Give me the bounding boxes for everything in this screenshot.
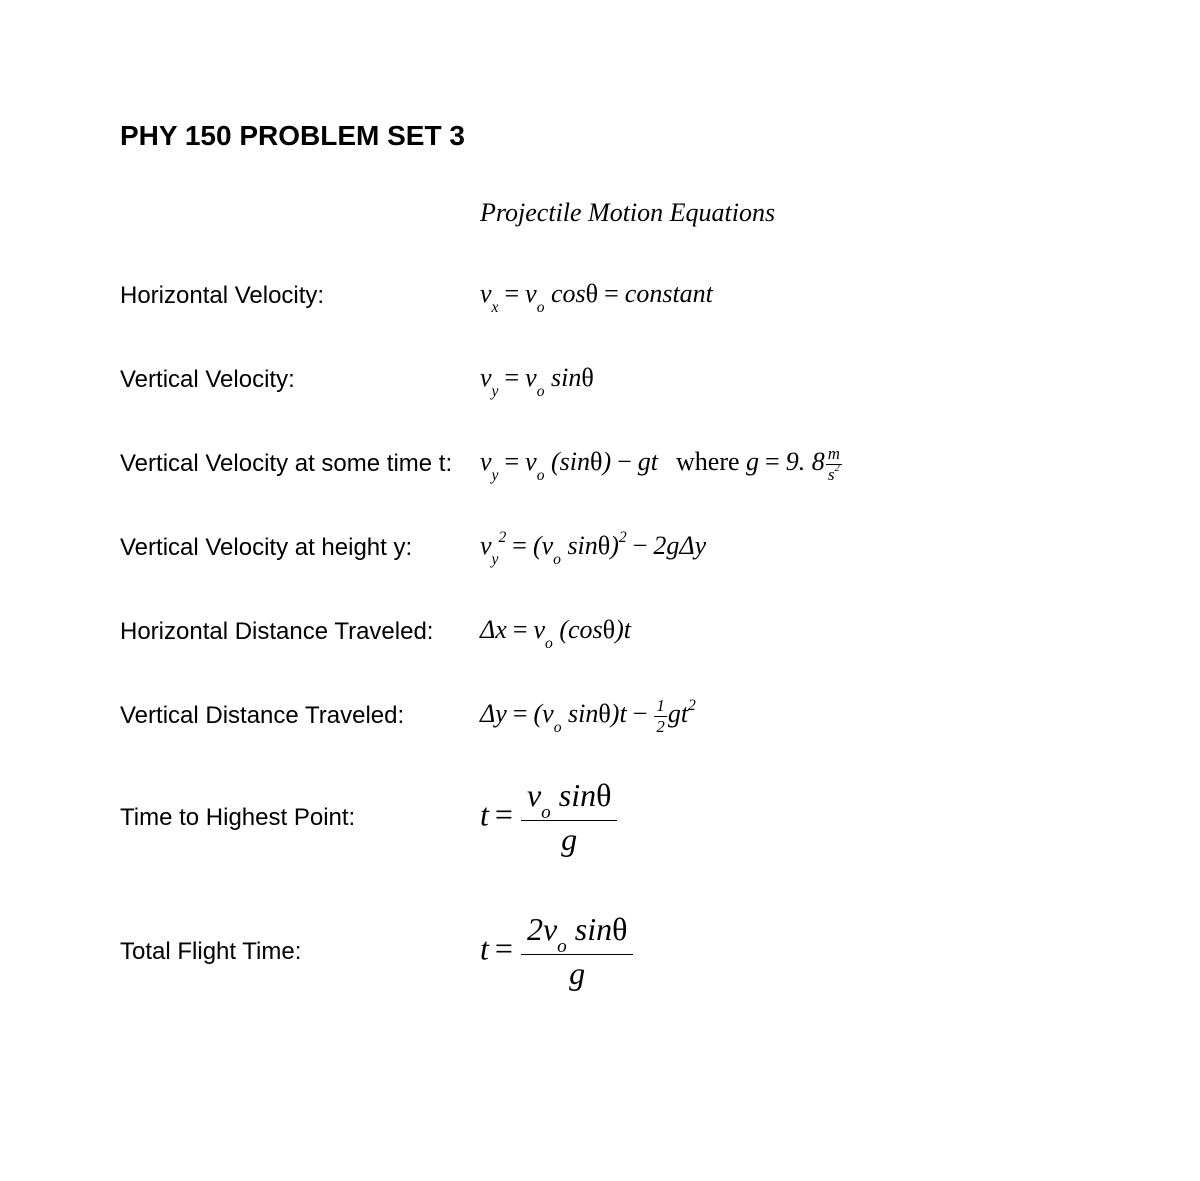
equation-row: Horizontal Distance Traveled: Δx=vo (cos… xyxy=(120,610,1080,654)
equation-label: Horizontal Distance Traveled: xyxy=(120,618,480,646)
equation-formula: vy=vo sinθ xyxy=(480,363,1080,397)
section-subtitle: Projectile Motion Equations xyxy=(480,198,1080,228)
equation-label: Vertical Distance Traveled: xyxy=(120,702,480,730)
equation-formula: vx=vo cosθ=constant xyxy=(480,279,1080,313)
equation-row: Total Flight Time: t=2vo sinθg xyxy=(120,912,1080,992)
equation-label: Vertical Velocity at some time t: xyxy=(120,450,480,478)
equation-label: Horizontal Velocity: xyxy=(120,282,480,310)
equation-label: Time to Highest Point: xyxy=(120,804,480,832)
equation-row: Time to Highest Point: t=vo sinθg xyxy=(120,778,1080,858)
equation-row: Vertical Velocity: vy=vo sinθ xyxy=(120,358,1080,402)
equation-formula: Δy=(vo sinθ)t−12gt2 xyxy=(480,697,1080,736)
equation-formula: t=vo sinθg xyxy=(480,779,1080,857)
equation-label: Total Flight Time: xyxy=(120,938,480,966)
equation-row: Horizontal Velocity: vx=vo cosθ=constant xyxy=(120,274,1080,318)
equation-row: Vertical Distance Traveled: Δy=(vo sinθ)… xyxy=(120,694,1080,738)
page-title: PHY 150 PROBLEM SET 3 xyxy=(120,120,1080,152)
equation-row: Vertical Velocity at some time t: vy=vo … xyxy=(120,442,1080,486)
document-page: PHY 150 PROBLEM SET 3 Projectile Motion … xyxy=(0,0,1200,992)
g-constant: 9. 8 xyxy=(786,447,825,476)
equation-formula: vy2=(vo sinθ)2−2gΔy xyxy=(480,531,1080,565)
equation-formula: t=2vo sinθg xyxy=(480,913,1080,991)
equation-label: Vertical Velocity: xyxy=(120,366,480,394)
equation-row: Vertical Velocity at height y: vy2=(vo s… xyxy=(120,526,1080,570)
equation-label: Vertical Velocity at height y: xyxy=(120,534,480,562)
equation-formula: vy=vo (sinθ)−gtwhere g=9. 8ms2 xyxy=(480,445,1080,484)
equation-formula: Δx=vo (cosθ)t xyxy=(480,615,1080,649)
